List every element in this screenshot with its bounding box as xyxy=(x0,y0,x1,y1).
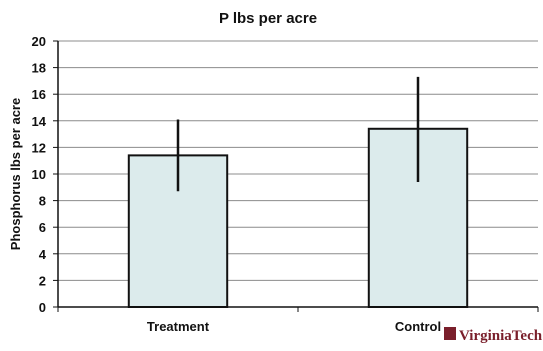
y-tick-label: 20 xyxy=(32,34,46,49)
y-tick-label: 6 xyxy=(39,220,46,235)
y-axis-ticks: 0 2 4 6 8 10 12 14 16 18 20 xyxy=(32,34,58,315)
x-axis-ticks: Treatment Control xyxy=(57,307,539,334)
virginia-tech-logo: VirginiaTech xyxy=(444,327,543,344)
y-tick-label: 0 xyxy=(39,300,46,315)
x-tick-label: Control xyxy=(395,319,441,334)
error-bars xyxy=(176,76,420,192)
y-tick-label: 12 xyxy=(32,140,46,155)
y-tick-label: 4 xyxy=(39,247,47,262)
y-tick-label: 10 xyxy=(32,167,46,182)
x-tick-label: Treatment xyxy=(147,319,210,334)
y-tick-label: 16 xyxy=(32,87,46,102)
y-tick-label: 2 xyxy=(39,273,46,288)
y-tick-label: 14 xyxy=(32,114,47,129)
y-axis-label: Phosphorus lbs per acre xyxy=(8,98,23,250)
chart-title: P lbs per acre xyxy=(219,10,317,27)
logo-text: VirginiaTech xyxy=(459,328,543,344)
logo-mark-icon xyxy=(444,327,456,340)
bar-treatment xyxy=(127,154,229,308)
y-tick-label: 18 xyxy=(32,61,46,76)
y-tick-label: 8 xyxy=(39,194,46,209)
